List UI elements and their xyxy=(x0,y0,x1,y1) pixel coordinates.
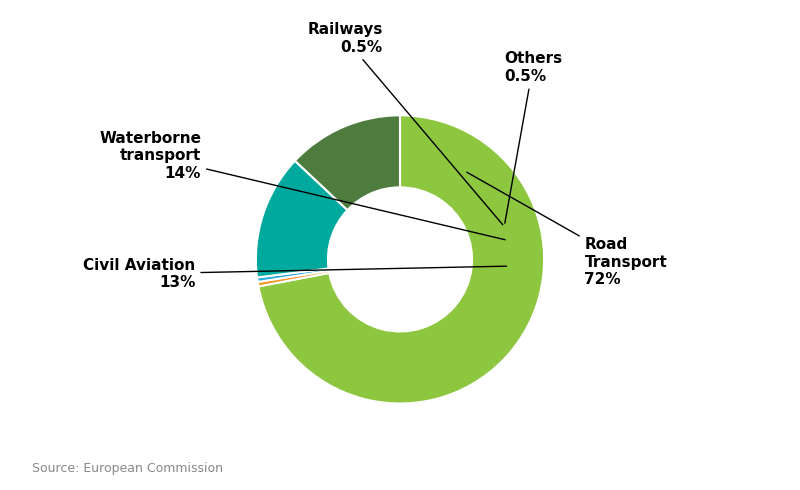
Wedge shape xyxy=(258,270,330,287)
Wedge shape xyxy=(258,115,544,404)
Wedge shape xyxy=(256,161,347,277)
Wedge shape xyxy=(295,115,400,210)
Text: Others
0.5%: Others 0.5% xyxy=(504,51,562,223)
Text: Civil Aviation
13%: Civil Aviation 13% xyxy=(83,258,506,290)
Text: Waterborne
transport
14%: Waterborne transport 14% xyxy=(99,131,505,240)
Text: Source: European Commission: Source: European Commission xyxy=(32,462,223,475)
Text: Railways
0.5%: Railways 0.5% xyxy=(307,23,503,225)
Wedge shape xyxy=(257,269,329,282)
Text: Road
Transport
72%: Road Transport 72% xyxy=(466,172,667,287)
